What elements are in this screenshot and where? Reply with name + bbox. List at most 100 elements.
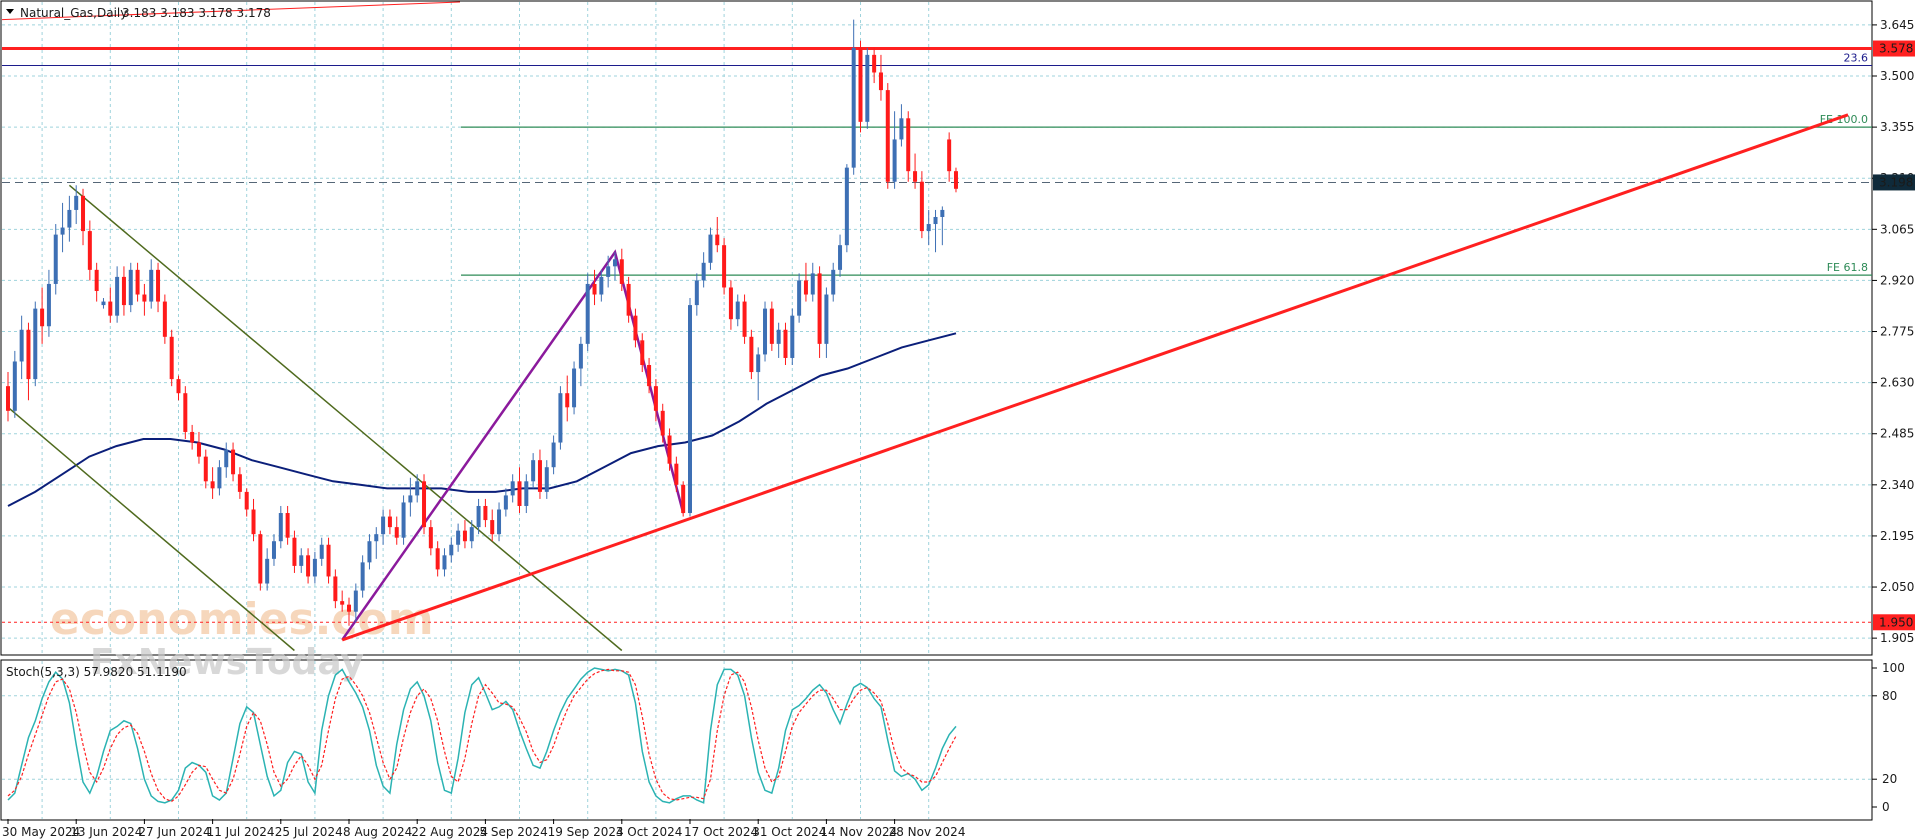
stoch-signal-line — [7, 668, 957, 803]
candle-body — [872, 54, 877, 73]
candle-body — [940, 209, 945, 217]
candle-body — [428, 527, 433, 549]
candle-body — [803, 280, 808, 295]
candle-body — [790, 315, 795, 358]
candle-body — [797, 280, 802, 316]
candle-body — [688, 305, 692, 514]
candle-body — [265, 558, 270, 584]
long-trendline — [1, 1, 461, 21]
candle-body — [647, 365, 652, 387]
candle-body — [667, 435, 672, 464]
candle-body — [476, 505, 481, 528]
candle-body — [128, 269, 133, 306]
candle-body — [728, 287, 733, 320]
candle-body — [387, 516, 392, 528]
candle-body — [278, 513, 283, 542]
stoch-tick-label: 80 — [1882, 689, 1897, 703]
candle-body — [196, 442, 201, 457]
main-pane[interactable] — [0, 0, 1873, 656]
watermark: economies.com FxNewsToday — [50, 594, 434, 683]
candle-body — [251, 509, 256, 535]
support-price-tag: 1.950 — [1879, 615, 1913, 629]
candle-body — [913, 171, 918, 182]
chart-header: Natural_Gas,Daily 3.183 3.183 3.178 3.17… — [6, 6, 271, 20]
candle-body — [87, 231, 92, 270]
candle-body — [203, 456, 208, 482]
candle-body — [67, 209, 72, 228]
horizontal-levels: 23.6 FE 100.0 FE 61.8 — [2, 47, 1872, 623]
candle-body — [12, 361, 17, 411]
candle-body — [381, 516, 386, 535]
candle-body — [401, 502, 406, 538]
candle-body — [878, 72, 883, 91]
candle-body — [858, 47, 863, 122]
resistance-price-tag-bg — [1873, 40, 1915, 57]
candle-body — [756, 354, 761, 373]
moving-average — [7, 332, 957, 507]
candle-body — [585, 283, 590, 344]
stochastic-oscillator — [7, 667, 957, 804]
support-price-tag-bg — [1873, 614, 1915, 631]
watermark-line2: FxNewsToday — [90, 642, 364, 683]
candle-body — [121, 276, 126, 306]
stoch-main-line — [7, 667, 957, 804]
candle-body — [490, 520, 495, 535]
candle-body — [94, 269, 99, 291]
candle-body — [592, 283, 597, 295]
chevron-down-icon[interactable] — [6, 9, 14, 14]
candle-body — [640, 340, 645, 366]
candle-body — [817, 273, 822, 344]
candlesticks — [6, 19, 958, 626]
stoch-tick-label: 100 — [1882, 661, 1905, 675]
candle-body — [108, 301, 113, 316]
time-tick-label: 17 Oct 2024 — [684, 825, 758, 839]
candle-body — [374, 534, 379, 542]
candle-body — [33, 308, 38, 380]
time-tick-label: 3 Oct 2024 — [616, 825, 683, 839]
price-tick-label: 3.500 — [1880, 69, 1914, 83]
candle-body — [46, 283, 51, 327]
time-tick-label: 14 Nov 2024 — [820, 825, 897, 839]
candle-body — [735, 301, 740, 320]
price-tick-label: 2.340 — [1880, 478, 1914, 492]
level-label: FE 100.0 — [1820, 113, 1868, 126]
candle-body — [449, 544, 454, 556]
candle-body — [749, 336, 754, 373]
candle-body — [306, 555, 311, 577]
time-tick-label: 31 Oct 2024 — [752, 825, 826, 839]
price-tick-label: 3.355 — [1880, 120, 1914, 134]
candle-body — [224, 449, 229, 468]
time-tick-label: 8 Aug 2024 — [343, 825, 412, 839]
candle-body — [681, 484, 686, 514]
candle-body — [537, 460, 542, 492]
price-tick-label: 2.485 — [1880, 427, 1914, 441]
candle-body — [844, 167, 849, 246]
candle-body — [483, 505, 488, 521]
time-tick-label: 19 Sep 2024 — [548, 825, 624, 839]
candle-body — [237, 474, 242, 492]
current-price-tag: 3.198 — [1879, 175, 1913, 189]
candle-body — [176, 379, 181, 394]
candle-body — [442, 555, 447, 570]
price-tick-label: 1.905 — [1880, 631, 1914, 645]
candle-body — [156, 269, 161, 302]
candle-body — [210, 481, 215, 489]
candle-body — [865, 54, 870, 122]
candle-body — [312, 558, 317, 577]
time-tick-label: 11 Jul 2024 — [207, 825, 275, 839]
time-tick-label: 30 May 2024 — [2, 825, 80, 839]
level-label: 23.6 — [1844, 51, 1869, 64]
time-tick-label: 25 Jul 2024 — [275, 825, 343, 839]
candle-body — [135, 269, 140, 295]
time-tick-label: 13 Jun 2024 — [70, 825, 142, 839]
candle-body — [469, 527, 474, 542]
candle-body — [183, 393, 188, 432]
candle-body — [190, 431, 195, 443]
stoch-pane[interactable] — [0, 659, 1873, 821]
time-tick-label: 28 Nov 2024 — [889, 825, 966, 839]
candle-body — [462, 530, 467, 542]
trend-drawings — [1, 1, 1849, 652]
price-tick-label: 3.645 — [1880, 18, 1914, 32]
price-axis: 1.905 2.050 2.195 2.340 2.485 2.630 2.775 2.920… — [1872, 18, 1915, 645]
